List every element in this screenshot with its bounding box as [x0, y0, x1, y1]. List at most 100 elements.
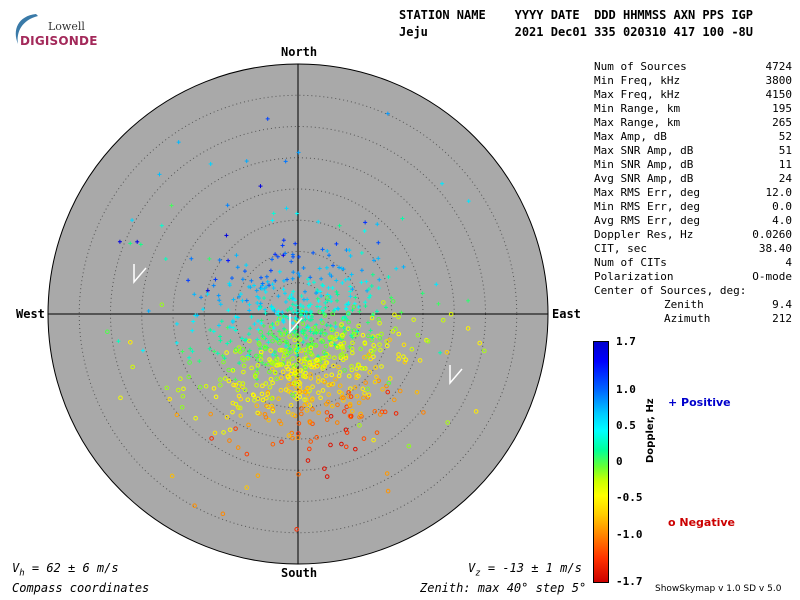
negative-source-marker: [369, 315, 375, 321]
negative-source-marker: [322, 379, 327, 385]
stat-label: Max Range, km: [594, 116, 681, 129]
stat-row: Max RMS Err, deg 12.0: [594, 186, 792, 200]
positive-source-marker: [271, 211, 276, 216]
negative-source-marker: [237, 349, 243, 354]
positive-source-marker: [362, 228, 367, 233]
negative-source-marker: [159, 302, 165, 308]
stat-label: Min RMS Err, deg: [594, 200, 700, 213]
negative-source-marker: [294, 376, 299, 382]
positive-source-marker: [208, 161, 213, 166]
stat-label: CIT, sec: [594, 242, 647, 255]
positive-source-marker: [308, 318, 313, 323]
positive-source-marker: [363, 220, 368, 225]
negative-source-marker: [220, 511, 226, 517]
stat-label: Num of Sources: [594, 60, 687, 73]
negative-source-marker: [362, 341, 368, 346]
negative-source-marker: [348, 386, 353, 391]
negative-source-marker: [303, 351, 309, 356]
negative-source-marker: [302, 397, 307, 402]
positive-source-marker: [317, 266, 322, 271]
negative-source-marker: [391, 397, 397, 403]
doppler-colorbar: [593, 341, 609, 583]
stat-label: Polarization: [594, 270, 674, 283]
negative-source-marker: [227, 427, 233, 433]
negative-source-marker: [329, 372, 335, 378]
positive-source-marker: [434, 282, 439, 287]
negative-source-marker: [278, 332, 283, 337]
negative-source-marker: [279, 439, 284, 445]
positive-source-marker: [400, 216, 405, 221]
positive-source-marker: [335, 292, 340, 297]
negative-source-marker: [377, 412, 383, 417]
positive-source-marker: [246, 332, 251, 337]
negative-source-marker: [302, 347, 308, 353]
stat-row: Max Amp, dB 52: [594, 130, 792, 144]
negative-source-marker: [254, 382, 259, 388]
negative-source-marker: [245, 355, 251, 361]
positive-source-marker: [265, 279, 270, 284]
negative-source-marker: [241, 363, 247, 369]
positive-source-marker: [211, 283, 216, 288]
negative-source-marker: [305, 385, 311, 391]
negative-source-marker: [414, 389, 420, 395]
negative-source-marker: [167, 396, 172, 402]
positive-source-marker: [231, 325, 236, 330]
colorbar-tick: 1.0: [616, 383, 636, 396]
negative-source-marker: [332, 355, 337, 361]
positive-source-marker: [466, 199, 471, 204]
positive-source-marker: [346, 300, 351, 305]
negative-source-marker: [313, 343, 319, 348]
negative-source-marker: [331, 336, 337, 342]
negative-source-marker: [297, 381, 303, 386]
positive-source-marker: [228, 339, 233, 344]
positive-source-marker: [328, 323, 333, 328]
negative-source-marker: [292, 367, 298, 373]
positive-source-marker: [337, 265, 342, 270]
negative-source-marker: [174, 412, 180, 418]
positive-source-marker: [323, 300, 328, 305]
negative-source-marker: [396, 314, 401, 320]
positive-source-marker: [261, 323, 266, 328]
negative-source-marker: [269, 396, 274, 401]
negative-source-marker: [343, 353, 349, 359]
stat-value: 3800: [765, 74, 793, 87]
negative-source-marker: [302, 358, 307, 364]
positive-source-marker: [342, 329, 347, 334]
positive-source-marker: [174, 340, 179, 345]
positive-source-marker: [328, 294, 333, 299]
positive-source-marker: [212, 349, 217, 354]
center-label: Azimuth: [664, 312, 711, 325]
positive-source-marker: [267, 283, 272, 288]
negative-source-marker: [409, 346, 415, 352]
negative-source-marker: [289, 430, 295, 436]
positive-source-marker: [320, 247, 325, 252]
positive-source-marker: [301, 297, 306, 302]
negative-source-marker: [396, 331, 402, 337]
positive-source-marker: [146, 309, 151, 314]
negative-source-marker: [354, 372, 360, 378]
positive-source-marker: [291, 254, 296, 259]
positive-source-marker: [301, 331, 306, 336]
zenith-scale-label: Zenith: max 40° step 5°: [420, 581, 587, 595]
negative-source-marker: [393, 411, 399, 416]
negative-source-marker: [274, 376, 279, 382]
negative-source-marker: [270, 338, 275, 344]
positive-source-marker: [324, 323, 329, 328]
negative-source-marker: [307, 360, 312, 366]
stat-value: 11: [778, 158, 792, 171]
negative-source-marker: [246, 422, 251, 428]
header-values: Jeju 2021 Dec01 335 020310 417 100 -8U: [399, 25, 754, 39]
negative-source-marker: [320, 339, 326, 344]
negative-source-marker: [211, 386, 217, 391]
negative-source-marker: [305, 458, 311, 463]
negative-source-marker: [218, 382, 223, 388]
negative-source-marker: [273, 357, 279, 363]
negative-source-marker: [291, 380, 297, 386]
negative-source-marker: [270, 408, 276, 414]
positive-source-marker: [374, 309, 379, 314]
stat-row: Avg SNR Amp, dB 24: [594, 172, 792, 186]
positive-source-marker: [240, 277, 245, 282]
positive-source-marker: [347, 248, 352, 253]
negative-source-marker: [316, 390, 321, 395]
positive-source-marker: [331, 263, 336, 268]
